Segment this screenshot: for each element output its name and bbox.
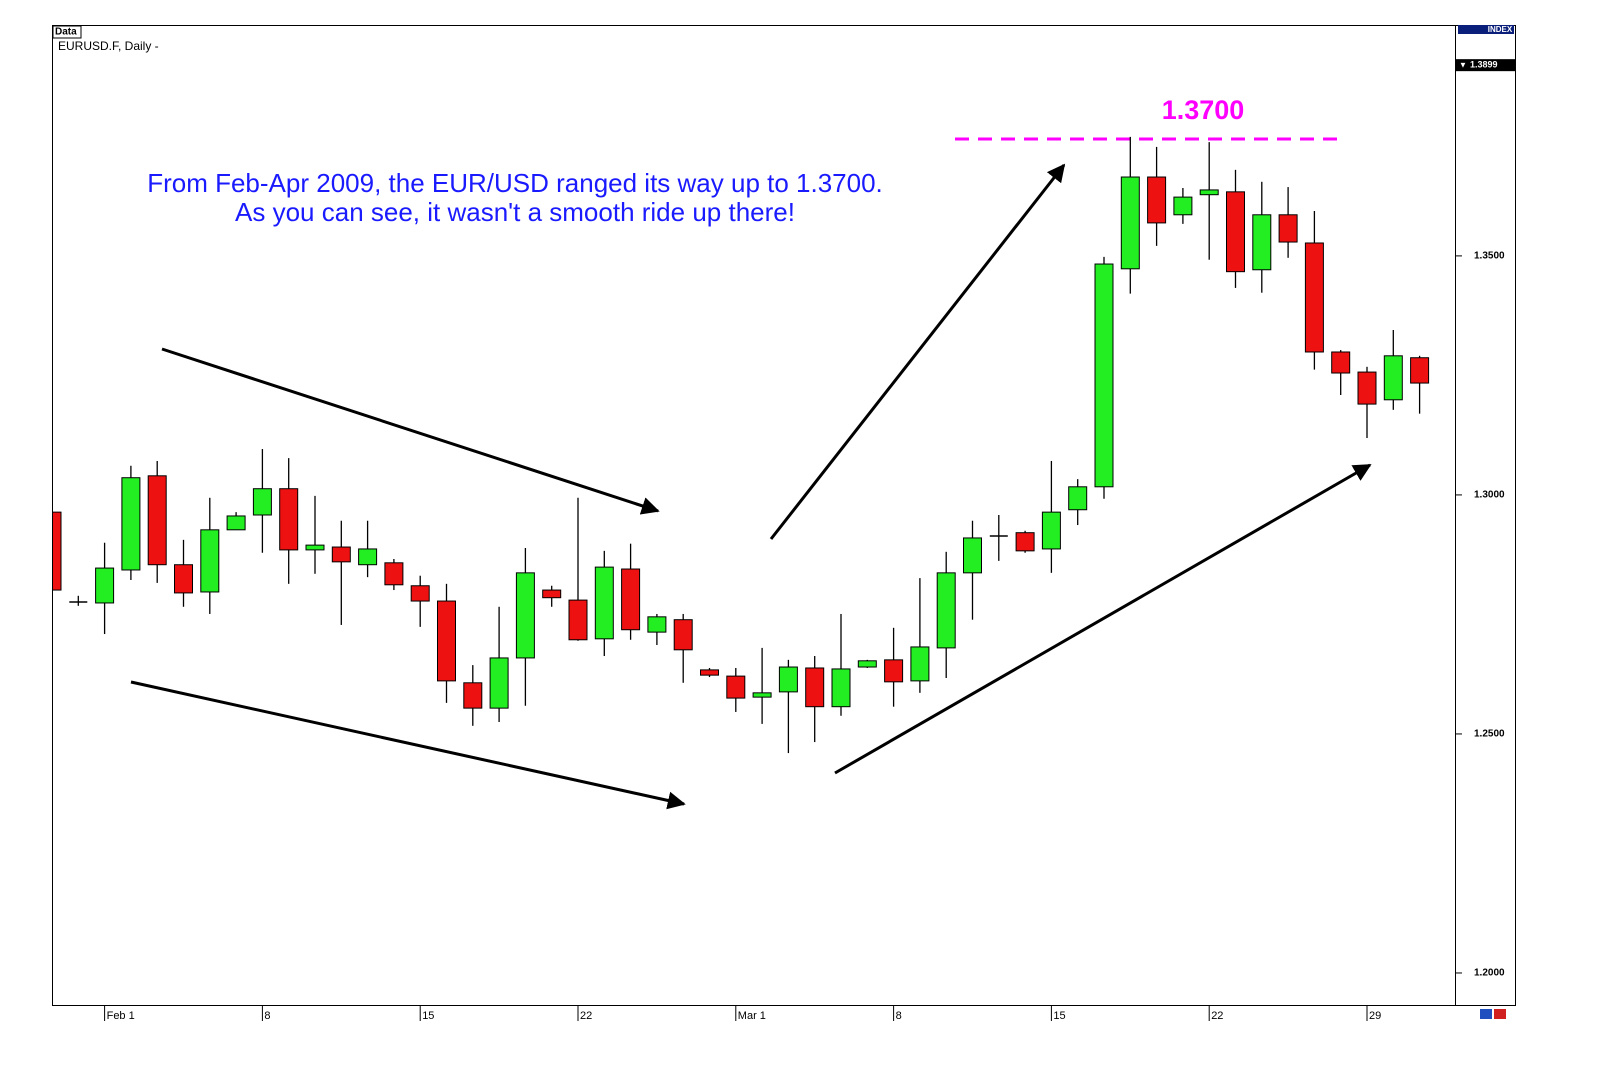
arrow [834,463,1372,775]
candle-body [621,568,641,631]
axis-title-box [1458,25,1514,34]
candles [53,136,1430,754]
level-label: 1.3700 [1162,95,1245,125]
x-tick-label: 8 [264,1010,270,1022]
candle-body [1304,242,1324,353]
candle-body [857,660,877,668]
candle-body [305,544,325,551]
candle-body [673,619,693,651]
candle-body [1410,357,1430,384]
axis-title: INDEX [1488,25,1513,34]
candle-body [805,667,825,708]
candle-body [410,585,430,602]
x-tick-label: Mar 1 [738,1010,766,1022]
candle-body [1278,214,1298,243]
chart-title: EURUSD.F, Daily - [58,39,159,53]
x-tick-label: 22 [1211,1010,1223,1022]
candle-body [778,666,798,693]
candle-body [252,488,272,516]
candle-body [53,511,62,591]
candle-body [700,669,719,676]
candle-body [594,566,614,640]
x-tick-label: Feb 1 [107,1010,135,1022]
annotation: From Feb-Apr 2009, the EUR/USD ranged it… [147,168,883,198]
candle-body [1199,189,1219,196]
x-tick-label: 8 [896,1010,902,1022]
candle-body [358,548,378,566]
annotation: As you can see, it wasn't a smooth ride … [235,197,795,227]
arrow [130,680,686,810]
data-tag: Data [55,27,77,38]
candle-body [1041,511,1061,550]
candle-body [226,515,246,531]
candle-body [568,599,588,641]
candle-body [279,488,299,551]
candle-body [147,475,167,566]
candle-body [1383,355,1403,401]
candle-body [489,657,509,709]
candle-body [437,600,456,682]
y-tick-label: 1.2000 [1474,968,1505,979]
candle-body [752,692,772,698]
last-price-label: 1.3899 [1470,60,1498,70]
arrows [130,163,1372,810]
last-price-box [1456,59,1515,72]
candle-body [647,616,667,633]
data-tag-box [52,25,82,39]
candle-body [884,659,904,683]
x-tick-label: 22 [580,1010,592,1022]
candle-body [121,477,141,571]
candle-body [1357,371,1377,405]
candle-body [515,572,535,659]
candle-body [174,564,193,594]
candle-body [1226,191,1245,273]
x-tick-label: 29 [1369,1010,1381,1022]
x-tick-label: 15 [1053,1010,1065,1022]
candle-body [1252,214,1272,271]
x-tick-label: 15 [422,1010,434,1022]
candle-body [331,546,351,563]
candle-body [936,572,956,649]
candle-body [910,646,930,682]
candle-body [384,562,404,586]
candle-body [1068,486,1088,511]
y-tick-label: 1.2500 [1474,729,1505,740]
icon [1480,1009,1492,1019]
arrow [161,347,660,515]
candle-body [542,589,562,599]
y-tick-label: 1.3000 [1474,490,1505,501]
candle-body [463,682,483,709]
last-price-arrow: ▼ [1459,60,1467,69]
candle-body [1120,176,1140,270]
y-tick-label: 1.3500 [1474,251,1505,262]
candle-body [963,537,982,574]
candle-body [1173,196,1193,216]
arrow [769,163,1066,540]
candle-body [1094,263,1114,488]
candle-body [1331,351,1351,374]
candle-body [726,675,746,699]
candle-body [1147,176,1167,224]
icon [1494,1009,1506,1019]
candle-body [200,529,220,593]
candle-body [831,668,851,708]
candle-body [1015,532,1035,552]
candle-body [95,567,115,604]
